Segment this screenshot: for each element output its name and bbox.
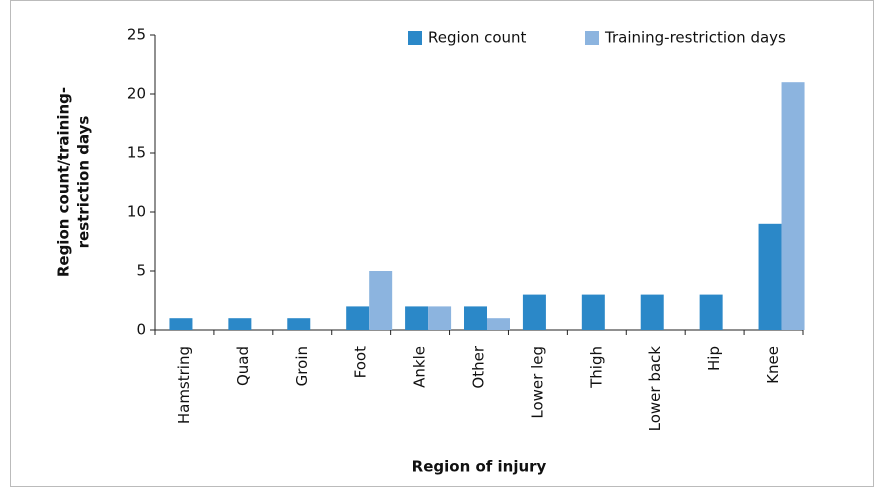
y-tick-label: 15 <box>127 144 146 162</box>
bar <box>640 294 664 330</box>
x-tick-label: Knee <box>764 346 782 384</box>
y-tick-label: 5 <box>136 262 146 280</box>
bar <box>228 318 252 330</box>
x-tick-label: Thigh <box>587 346 605 389</box>
bar <box>169 318 193 330</box>
legend-swatch <box>408 31 422 45</box>
x-tick-label: Foot <box>352 346 370 378</box>
y-axis-title: Region count/training- <box>55 87 73 277</box>
bar <box>369 271 393 330</box>
legend-label: Training-restriction days <box>604 29 786 47</box>
x-tick-label: Ankle <box>411 346 429 388</box>
x-axis-title: Region of injury <box>412 458 547 476</box>
x-tick-label: Hip <box>705 346 723 371</box>
x-tick-label: Lower leg <box>528 346 546 419</box>
y-tick-label: 25 <box>127 26 146 44</box>
bar <box>464 306 487 330</box>
y-tick-label: 20 <box>127 85 146 103</box>
x-tick-label: Groin <box>293 346 311 386</box>
bar <box>287 318 311 330</box>
x-tick-label: Hamstring <box>175 346 193 424</box>
legend-swatch <box>585 31 599 45</box>
bar <box>346 306 370 330</box>
bar <box>428 306 452 330</box>
bar <box>522 294 546 330</box>
x-tick-label: Lower back <box>646 346 664 432</box>
bar <box>699 294 723 330</box>
bar <box>758 223 782 330</box>
bar <box>581 294 605 330</box>
legend-label: Region count <box>428 29 527 47</box>
x-tick-label: Quad <box>234 346 252 386</box>
bar <box>487 318 510 330</box>
y-axis-title: restriction days <box>75 116 93 249</box>
y-tick-label: 0 <box>136 321 146 339</box>
bar <box>405 306 429 330</box>
x-tick-label: Other <box>470 345 488 388</box>
y-tick-label: 10 <box>127 203 146 221</box>
frame <box>10 0 874 487</box>
bar <box>781 82 805 330</box>
